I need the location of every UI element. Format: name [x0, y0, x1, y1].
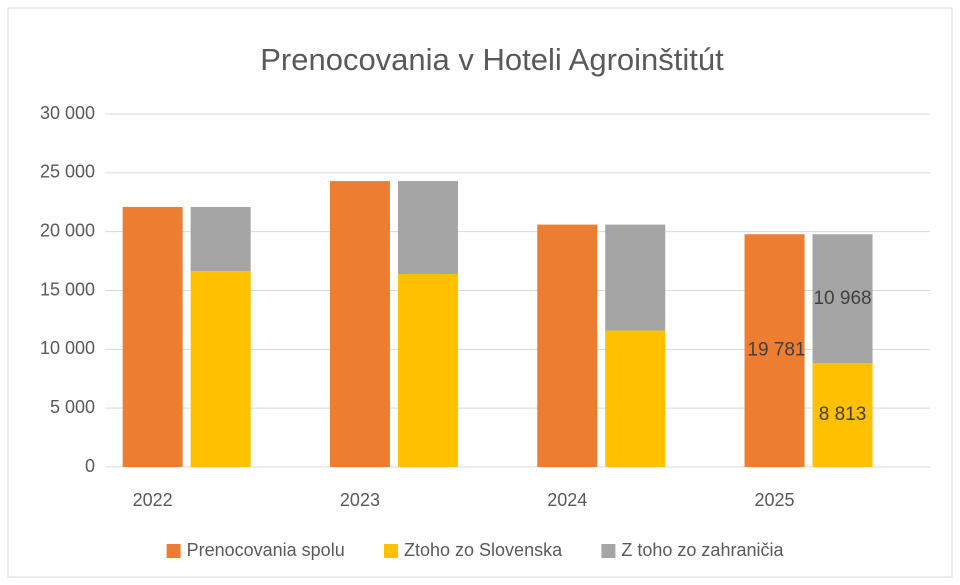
legend-swatch [601, 544, 616, 558]
x-tick-label: 2025 [755, 490, 795, 510]
legend-swatch [384, 544, 398, 558]
y-tick-label: 5 000 [50, 397, 95, 417]
x-tick-label: 2024 [547, 490, 587, 510]
bar [605, 224, 666, 331]
legend-swatch [166, 544, 181, 558]
chart-title: Prenocovania v Hoteli Agroinštitút [260, 42, 724, 77]
x-tick-label: 2023 [340, 490, 380, 510]
legend-label: Ztoho zo Slovenska [404, 540, 563, 560]
bar [190, 271, 251, 467]
data-label: 10 968 [813, 288, 871, 309]
bar [812, 234, 873, 364]
x-tick-label: 2022 [133, 490, 173, 510]
bar [812, 363, 873, 467]
legend-label: Z toho zo zahraničia [621, 540, 784, 560]
bar [605, 330, 666, 467]
legend-label: Prenocovania spolu [187, 540, 345, 560]
data-label: 8 813 [819, 404, 867, 425]
y-tick-label: 30 000 [40, 103, 95, 123]
y-tick-label: 15 000 [40, 279, 95, 299]
bar [537, 224, 598, 467]
y-tick-label: 0 [85, 456, 95, 476]
y-tick-label: 10 000 [40, 338, 95, 358]
bar [122, 206, 183, 467]
bar [397, 181, 458, 275]
data-label: 19 781 [747, 340, 805, 361]
bar [397, 274, 458, 467]
y-tick-label: 25 000 [40, 162, 95, 182]
bar [329, 181, 390, 467]
y-tick-label: 20 000 [40, 220, 95, 240]
bar [744, 234, 805, 467]
bar [190, 206, 251, 272]
